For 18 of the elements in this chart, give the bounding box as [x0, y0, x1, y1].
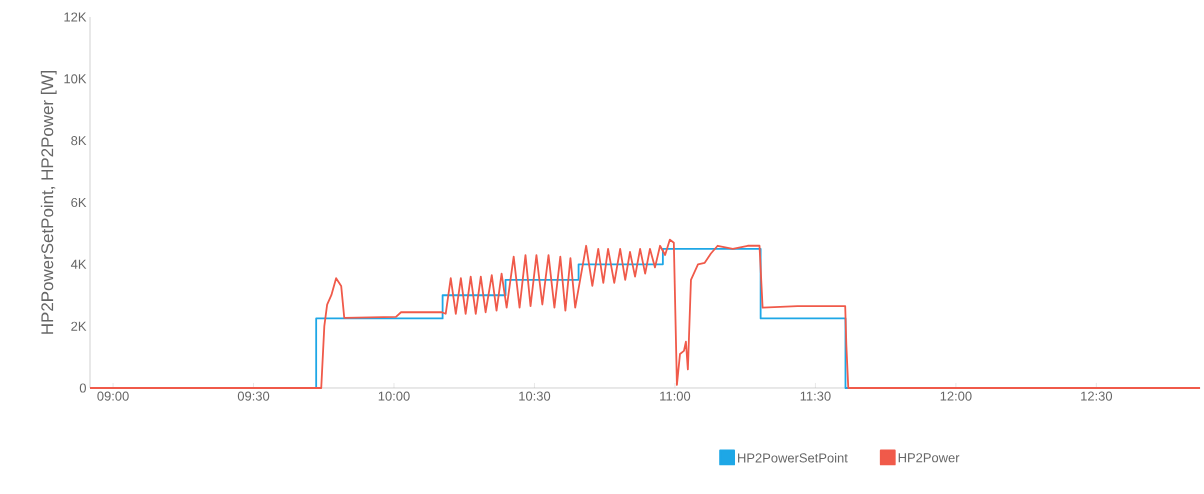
x-tick-label: 10:30: [519, 391, 551, 401]
x-tick-label: 10:00: [378, 391, 410, 401]
x-tick-label: 12:00: [940, 391, 972, 401]
legend-label: HP2PowerSetPoint: [738, 452, 848, 463]
y-axis-title: HP2PowerSetPoint, HP2Power [W]: [40, 71, 57, 334]
y-tick-label: 6K: [71, 197, 87, 208]
y-tick-label: 12K: [64, 12, 87, 22]
x-tick-label: 11:30: [800, 391, 831, 401]
x-tick-label: 09:00: [97, 391, 129, 401]
y-tick-label: 8K: [71, 136, 87, 146]
y-tick-label: 10K: [64, 74, 87, 84]
x-tick-label: 09:30: [237, 391, 270, 401]
legend-label: HP2Power: [898, 453, 960, 463]
x-tick-label: 12:30: [1081, 391, 1113, 401]
y-tick-label: 0: [79, 383, 86, 393]
y-tick-label: 2K: [71, 321, 87, 331]
y-tick-label: 4K: [70, 259, 87, 269]
x-tick-label: 11:00: [660, 391, 691, 401]
